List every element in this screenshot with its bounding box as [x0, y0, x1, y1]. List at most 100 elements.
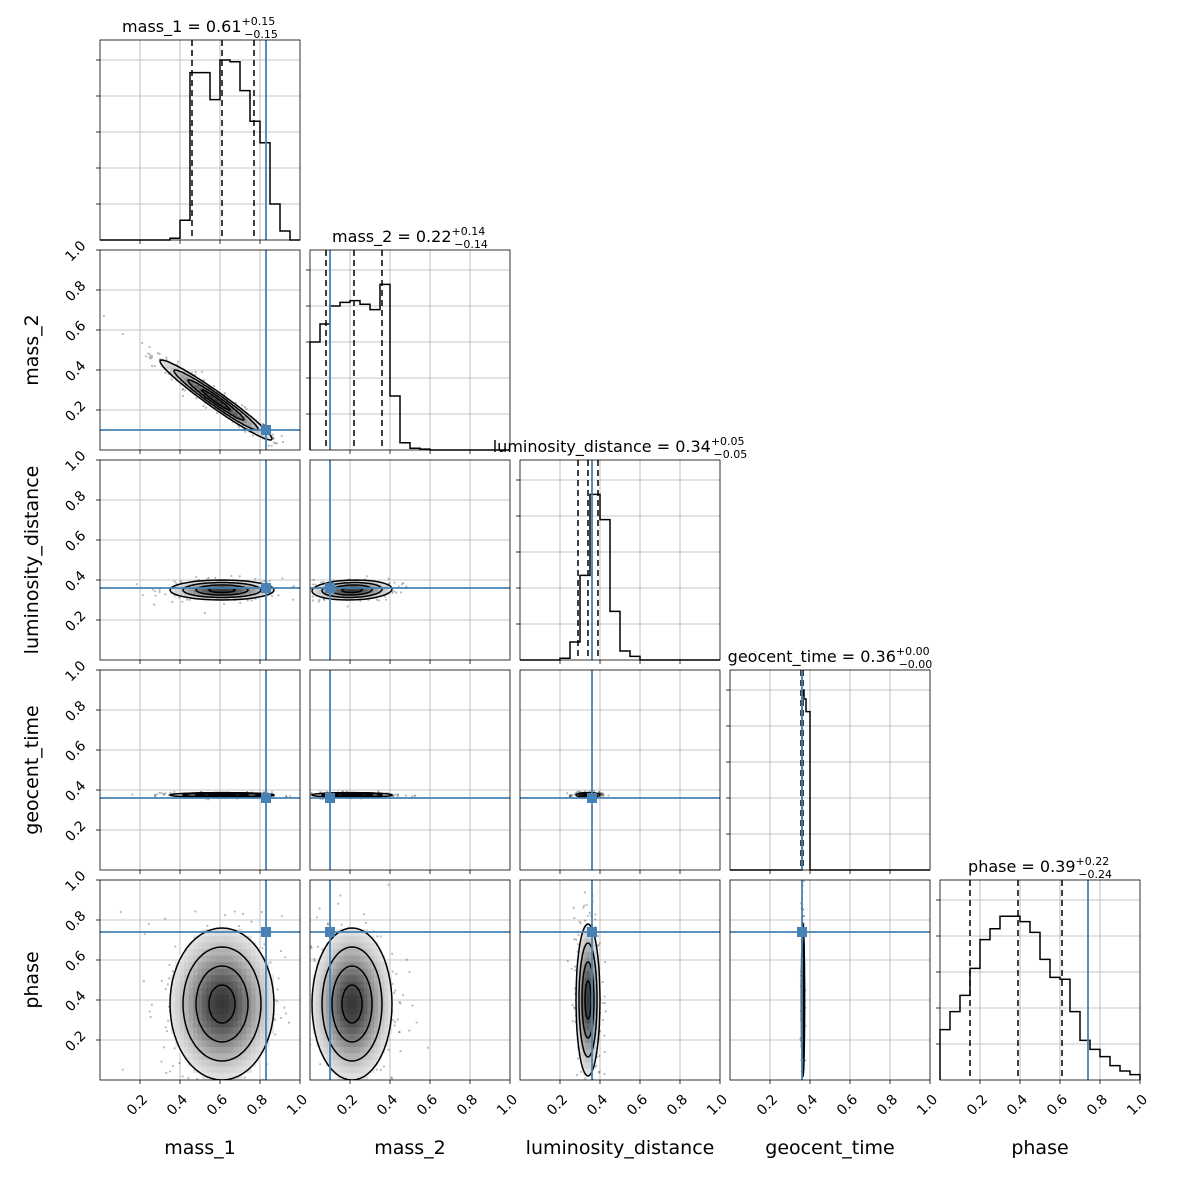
panel-mass_1-vs-geocent_time	[99, 669, 301, 871]
density-cell	[228, 1072, 234, 1080]
sample-point	[156, 352, 160, 355]
sample-point	[318, 598, 321, 602]
density-cell	[242, 1065, 248, 1073]
density-cell	[210, 1059, 216, 1067]
panel-mass_2-vs-phase	[309, 879, 511, 1081]
density-cell	[228, 968, 234, 976]
density-cell	[381, 586, 386, 588]
density-cell	[259, 994, 265, 1002]
density-cell	[357, 581, 362, 583]
sample-point	[164, 371, 167, 374]
density-cell	[224, 1059, 230, 1067]
density-cell	[340, 598, 344, 600]
density-cell	[210, 1020, 216, 1028]
density-cell	[336, 589, 341, 591]
density-cell	[201, 961, 207, 969]
density-cell	[224, 1000, 230, 1008]
density-cell	[210, 592, 216, 594]
sample-point	[241, 912, 245, 915]
density-cell	[180, 374, 186, 379]
density-cell	[197, 1052, 203, 1060]
sample-point	[275, 442, 278, 445]
contour-line	[187, 379, 245, 421]
sample-point	[154, 594, 157, 597]
density-cell	[364, 589, 368, 591]
density-cell	[179, 584, 185, 586]
density-cell	[184, 589, 190, 591]
density-cell	[193, 593, 198, 596]
sample-point	[135, 583, 138, 586]
density-cell	[242, 1026, 248, 1034]
density-cell	[381, 584, 386, 586]
title-minus: −0.00	[899, 658, 933, 671]
density-cell	[215, 1020, 221, 1028]
sample-point	[162, 793, 165, 796]
density-cell	[259, 1007, 265, 1015]
density-cell	[210, 1026, 216, 1034]
density-cell	[336, 592, 341, 594]
density-cell	[208, 394, 215, 399]
density-cell	[255, 1026, 261, 1034]
histogram-luminosity_distance	[516, 459, 721, 661]
sample-point	[399, 591, 403, 594]
title-minus: −0.24	[1078, 868, 1112, 881]
density-cell	[224, 1039, 230, 1047]
density-cell	[322, 590, 327, 592]
sample-point	[364, 921, 367, 924]
density-cell	[336, 591, 341, 593]
density-cell	[188, 594, 194, 597]
sample-point	[142, 980, 145, 983]
title-param: mass_2	[332, 227, 392, 247]
density-cell	[364, 597, 368, 599]
sample-point	[340, 923, 343, 926]
density-cell	[193, 1059, 198, 1067]
density-cell	[210, 588, 216, 591]
contour-line	[159, 359, 273, 441]
truth-marker	[261, 425, 271, 435]
density-cell	[255, 1007, 261, 1015]
density-cell	[224, 589, 230, 591]
density-cell	[193, 1033, 198, 1041]
contour-line	[208, 984, 236, 1024]
density-cell	[206, 942, 212, 950]
sample-point	[150, 356, 153, 359]
sample-point	[181, 387, 185, 391]
density-cell	[233, 987, 239, 995]
density-cell	[210, 598, 216, 600]
density-cell	[210, 1046, 216, 1054]
title-plus: +0.00	[896, 645, 930, 658]
density-cell	[193, 1052, 198, 1060]
density-cell	[233, 1007, 239, 1015]
density-cell	[322, 592, 327, 594]
density-cell	[193, 585, 198, 587]
density-cell	[340, 591, 344, 593]
density-cell	[179, 591, 185, 593]
density-cell	[215, 935, 221, 943]
density-cell	[233, 955, 239, 963]
density-cell	[333, 582, 338, 585]
density-cell	[343, 598, 348, 600]
density-cell	[179, 590, 185, 592]
sample-point	[277, 594, 280, 597]
sample-point	[141, 594, 144, 597]
sample-point	[312, 583, 315, 586]
density-cell	[322, 595, 327, 597]
density-cell	[228, 1059, 234, 1067]
sample-point	[281, 577, 284, 580]
density-cell	[206, 1026, 212, 1034]
density-cell	[357, 585, 362, 587]
density-cell	[237, 581, 243, 584]
density-cell	[184, 955, 190, 963]
density-cell	[246, 590, 252, 592]
density-cell	[388, 589, 392, 591]
density-cell	[268, 591, 274, 593]
sample-point	[160, 1060, 163, 1063]
sample-point	[405, 958, 408, 961]
sample-point	[250, 599, 253, 602]
density-cell	[350, 589, 355, 591]
density-cell	[237, 418, 243, 423]
density-cell	[333, 584, 338, 586]
density-cell	[350, 598, 355, 600]
density-cell	[268, 981, 274, 989]
sample-point	[272, 441, 276, 444]
